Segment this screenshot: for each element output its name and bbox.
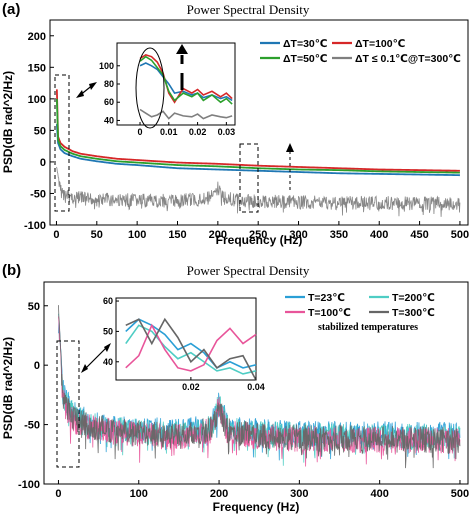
panel-a-legend: ΔT=30℃ ΔT=100℃ ΔT=50℃ ΔT ≤ 0.1℃@T=300℃ — [260, 38, 461, 65]
legend-entry-label: ΔT=100℃ — [355, 38, 405, 50]
panel-a-arrowhead-left — [76, 90, 84, 98]
y-tick-label: 0 — [34, 360, 40, 372]
x-tick-label: 500 — [451, 488, 469, 500]
panel-a-x-axis-label: Frequency (Hz) — [216, 233, 303, 247]
legend-entry-label: T=100℃ — [308, 307, 351, 319]
panel-b-label: (b) — [2, 262, 21, 279]
panel-b-inset: 0.02 0.04 40 50 60 — [103, 296, 265, 392]
x-tick-label: 250 — [249, 229, 267, 241]
panel-b-arrowhead-right — [104, 343, 111, 352]
inset-y-tick-label: 80 — [104, 79, 114, 89]
panel-b-inset-series — [125, 317, 257, 381]
y-tick-label: 200 — [28, 31, 46, 43]
x-tick-label: 400 — [370, 488, 388, 500]
panel-b-inset-ticks: 0.02 0.04 40 50 60 — [103, 296, 265, 392]
y-tick-label: -50 — [30, 188, 46, 200]
x-tick-label: 100 — [128, 229, 146, 241]
y-tick-label: 150 — [28, 62, 46, 74]
panel-b-zoom-box — [56, 340, 80, 468]
inset-series-1 — [125, 324, 257, 375]
panel-a-arrowhead-right — [89, 82, 97, 90]
panel-b-title: Power Spectral Density — [187, 263, 310, 278]
x-tick-label: 400 — [370, 229, 388, 241]
inset-y-tick-label: 40 — [103, 357, 113, 367]
panel-a-zoom-box-low — [54, 74, 70, 212]
inset-series-0 — [125, 318, 257, 369]
panel-a-inset-ticks: 0 0.01 0.02 0.03 40 60 80 100 — [99, 61, 235, 137]
y-tick-label: 100 — [28, 94, 46, 106]
panel-b-x-ticks: 0 100 200 300 400 500 — [55, 480, 469, 500]
panel-a-inset-frame — [116, 42, 236, 126]
panel-a: (a) Power Spectral Density 0 50 100 150 200 2… — [1, 1, 469, 247]
inset-x-tick-label: 0.02 — [189, 127, 207, 137]
inset-series-0 — [139, 62, 233, 102]
series-curve-2 — [55, 98, 460, 174]
y-tick-label: -100 — [24, 220, 46, 232]
x-tick-label: 150 — [168, 229, 186, 241]
x-tick-label: 350 — [330, 229, 348, 241]
x-tick-label: 500 — [451, 229, 469, 241]
inset-y-tick-label: 40 — [104, 115, 114, 125]
panel-a-series — [55, 89, 461, 217]
x-tick-label: 300 — [289, 229, 307, 241]
panel-a-title: Power Spectral Density — [187, 2, 310, 17]
panel-a-inset-highlight-ellipse — [135, 47, 165, 129]
y-tick-label: 0 — [40, 157, 46, 169]
inset-x-tick-label: 0.01 — [160, 127, 178, 137]
panel-b-legend: T=23℃ T=200℃ T=100℃ T=300℃ — [285, 292, 435, 319]
panel-b-arrowhead-left — [81, 364, 88, 373]
legend-entry-label: T=300℃ — [392, 307, 435, 319]
panel-a-x-ticks: 0 50 100 150 200 250 300 350 400 450 500 — [53, 221, 469, 241]
y-tick-label: 50 — [28, 301, 40, 313]
inset-x-tick-label: 0.03 — [218, 127, 236, 137]
panel-b-annotation: stabilized temperatures — [318, 322, 418, 333]
panel-a-trend-arrowhead — [286, 143, 294, 152]
inset-x-tick-label: 0 — [138, 127, 143, 137]
inset-y-tick-label: 50 — [103, 326, 113, 336]
x-tick-label: 0 — [53, 229, 59, 241]
x-tick-label: 300 — [290, 488, 308, 500]
panel-a-y-axis-label: PSD(dB rad^2/Hz) — [1, 71, 15, 173]
legend-entry-label: T=23℃ — [308, 292, 345, 304]
panel-a-inset: 0 0.01 0.02 0.03 40 60 80 100 — [99, 42, 236, 137]
inset-series-3 — [139, 108, 233, 120]
legend-entry-label: ΔT=30℃ — [283, 38, 328, 50]
series-T-300--trace — [58, 305, 461, 469]
panel-a-label: (a) — [2, 1, 20, 18]
x-tick-label: 100 — [130, 488, 148, 500]
panel-b-x-axis-label: Frequency (Hz) — [213, 500, 300, 514]
inset-y-tick-label: 100 — [99, 61, 114, 71]
panel-b-plot-frame — [43, 281, 469, 485]
inset-series-3 — [125, 317, 257, 381]
inset-y-tick-label: 60 — [103, 296, 113, 306]
panel-a-zoom-box-mid — [239, 143, 259, 213]
x-tick-label: 0 — [55, 488, 61, 500]
panel-b-y-ticks: -100 -50 0 50 — [18, 301, 48, 491]
panel-a-inset-arrowhead — [176, 44, 188, 54]
panel-b-inset-frame — [115, 297, 257, 381]
panel-a-y-ticks: -100 -50 0 50 100 150 200 — [24, 31, 54, 232]
panel-a-plot-frame — [49, 19, 469, 226]
panel-b-inset-arrow — [83, 345, 109, 371]
legend-entry-label: ΔT=50℃ — [283, 53, 328, 65]
inset-x-tick-label: 0.04 — [247, 382, 265, 392]
panel-b-y-axis-label: PSD(dB rad^2/Hz) — [1, 337, 15, 439]
inset-series-2 — [139, 55, 233, 105]
panel-b: (b) Power Spectral Density 0 100 200 300 400… — [1, 262, 469, 514]
inset-x-tick-label: 0.02 — [182, 382, 200, 392]
x-tick-label: 50 — [91, 229, 103, 241]
inset-y-tick-label: 60 — [104, 97, 114, 107]
legend-entry-label: T=200℃ — [392, 292, 435, 304]
y-tick-label: 50 — [34, 125, 46, 137]
x-tick-label: 200 — [210, 488, 228, 500]
panel-b-series — [58, 305, 461, 469]
y-tick-label: -50 — [24, 420, 40, 432]
x-tick-label: 450 — [410, 229, 428, 241]
x-tick-label: 200 — [209, 229, 227, 241]
legend-entry-label: ΔT ≤ 0.1℃@T=300℃ — [355, 53, 461, 65]
series-curve-0 — [55, 124, 460, 177]
y-tick-label: -100 — [18, 479, 40, 491]
series-curve-1 — [55, 89, 460, 172]
